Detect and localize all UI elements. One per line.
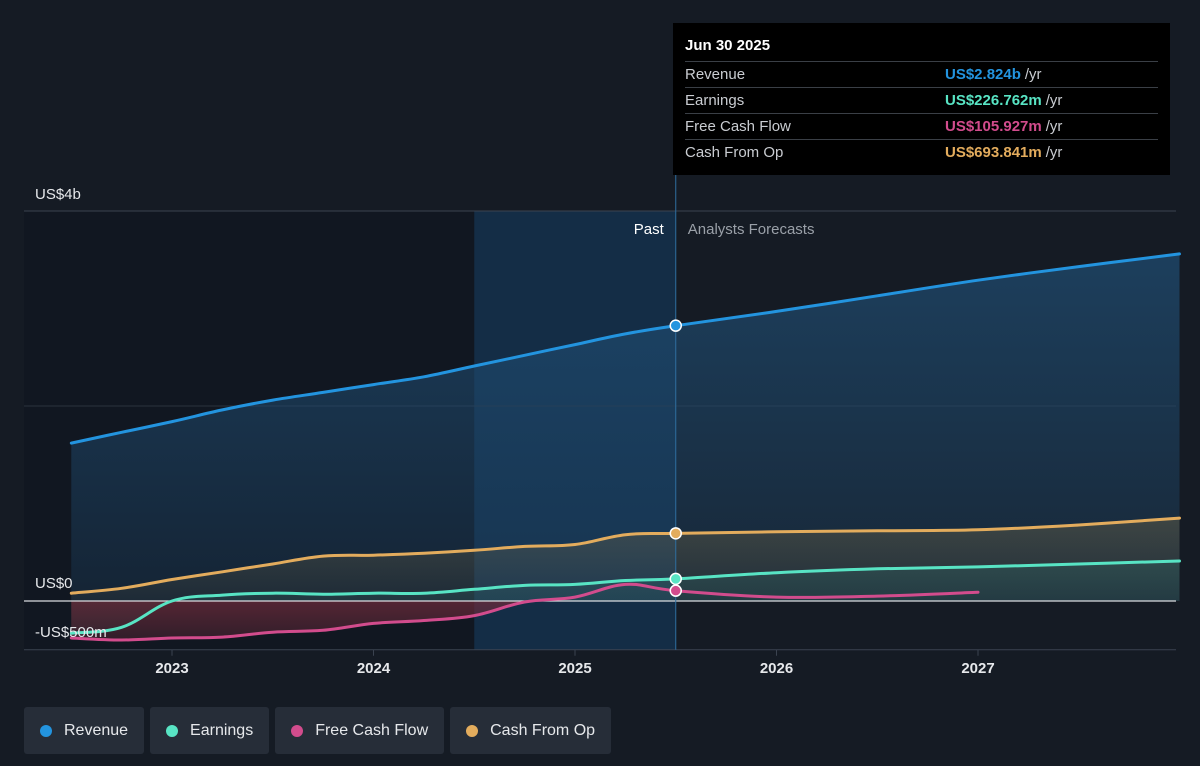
revenue-line bbox=[69, 252, 1181, 445]
tooltip-row-revenue: Revenue US$2.824b /yr bbox=[685, 61, 1158, 87]
tooltip-unit: /yr bbox=[1024, 66, 1042, 83]
legend-item-revenue[interactable]: Revenue bbox=[24, 707, 145, 754]
cash-from-op-line bbox=[69, 516, 1181, 595]
tooltip-value: US$105.927m bbox=[945, 118, 1042, 135]
legend-dot-icon bbox=[291, 724, 304, 737]
tooltip-date: Jun 30 2025 bbox=[685, 37, 771, 54]
cash-from-op-marker bbox=[669, 527, 682, 540]
free-cash-flow-line bbox=[69, 582, 980, 642]
tooltip-row-earnings: Earnings US$226.762m /yr bbox=[685, 87, 1158, 113]
tooltip-row-cash-from-op: Cash From Op US$693.841m /yr bbox=[685, 139, 1158, 165]
y-axis-label-bottom: -US$500m bbox=[35, 624, 107, 641]
legend-label: Cash From Op bbox=[490, 721, 596, 739]
earnings-marker bbox=[669, 572, 682, 586]
x-tick-label: 2027 bbox=[961, 660, 994, 677]
tooltip-unit: /yr bbox=[1045, 118, 1063, 135]
earnings-area bbox=[71, 561, 1180, 634]
past-label: Past bbox=[634, 221, 665, 238]
legend-item-earnings[interactable]: Earnings bbox=[150, 707, 270, 754]
revenue-area bbox=[71, 253, 1180, 601]
x-tick-label: 2024 bbox=[357, 660, 391, 677]
chart-legend: Revenue Earnings Free Cash Flow Cash Fro… bbox=[24, 707, 612, 754]
tooltip-value: US$2.824b bbox=[945, 66, 1021, 83]
legend-dot-icon bbox=[466, 724, 479, 737]
tooltip-label: Earnings bbox=[685, 92, 745, 109]
forecast-label: Analysts Forecasts bbox=[688, 221, 815, 238]
legend-item-free-cash-flow[interactable]: Free Cash Flow bbox=[275, 707, 445, 754]
legend-dot-icon bbox=[40, 724, 52, 737]
revenue-marker bbox=[669, 319, 682, 332]
tooltip-unit: /yr bbox=[1045, 92, 1063, 109]
tooltip-label: Free Cash Flow bbox=[685, 118, 791, 135]
x-tick-label: 2025 bbox=[558, 660, 591, 677]
y-axis-label-zero: US$0 bbox=[35, 575, 73, 592]
x-tick-label: 2026 bbox=[760, 660, 793, 677]
legend-label: Free Cash Flow bbox=[315, 721, 429, 739]
tooltip-value: US$693.841m bbox=[945, 144, 1042, 161]
tooltip-value: US$226.762m bbox=[945, 92, 1042, 109]
tooltip-row-free-cash-flow: Free Cash Flow US$105.927m /yr bbox=[685, 113, 1158, 139]
legend-dot-icon bbox=[166, 724, 179, 737]
tooltip-label: Cash From Op bbox=[685, 144, 784, 161]
data-tooltip: Jun 30 2025 Revenue US$2.824b /yr Earnin… bbox=[673, 23, 1170, 175]
legend-item-cash-from-op[interactable]: Cash From Op bbox=[450, 707, 612, 754]
legend-label: Earnings bbox=[190, 721, 254, 739]
earnings-line bbox=[69, 559, 1181, 635]
free-cash-flow-marker bbox=[669, 584, 682, 597]
legend-label: Revenue bbox=[64, 721, 129, 739]
tooltip-label: Revenue bbox=[685, 66, 746, 83]
x-tick-label: 2023 bbox=[155, 660, 188, 677]
tooltip-unit: /yr bbox=[1045, 144, 1063, 161]
y-axis-label-top: US$4b bbox=[35, 186, 81, 203]
loss-area bbox=[71, 601, 555, 640]
